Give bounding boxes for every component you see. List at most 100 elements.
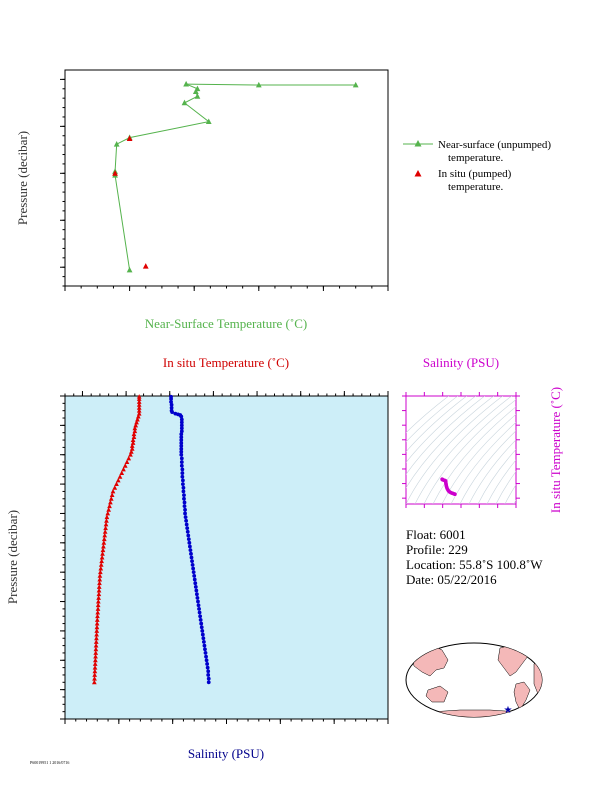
salinity-profile-point [183,511,187,516]
density-contour [504,484,516,504]
temperature-profile-point [93,650,99,655]
temperature-profile-point [115,477,121,483]
temperature-profile-point [93,654,98,659]
legend-label-unpumped-line1: Near-surface (unpumped) [438,139,551,151]
temperature-profile-point [93,639,99,644]
temperature-profile-point [129,443,135,448]
salinity-profile-point [179,460,184,464]
temperature-profile-point [100,547,106,553]
chart2-pressure-ticks [60,395,65,720]
salinity-profile-point [183,515,188,520]
density-contour [406,396,477,463]
temperature-profile-point [96,591,102,597]
density-contour [450,421,516,504]
temperature-profile-point [99,554,105,560]
temperature-profile-point [98,565,104,571]
chart1-plot-area [64,69,389,287]
temperature-profile-point [92,668,98,674]
chart3-density-contours [406,396,516,504]
salinity-profile-point [183,507,187,512]
legend-label-unpumped-line2: temperature. [448,152,504,164]
chart2-temperature-ticks [64,391,389,396]
density-contour [406,396,468,453]
salinity-profile-point [197,610,202,615]
salinity-profile-point [184,522,189,527]
float-id: Float: 6001 [406,527,466,542]
land-australia [425,685,449,703]
salinity-profile-point [201,636,206,641]
unpumped-temperature-point [113,140,120,147]
temperature-profile-point [102,529,108,534]
unpumped-temperature-point [352,81,359,88]
salinity-profile-point [198,617,203,622]
float-location: Location: 55.8˚S 100.8˚W [406,557,543,572]
salinity-profile-point [186,537,191,542]
temperature-profile-point [95,609,101,615]
salinity-profile-point [205,665,210,670]
temperature-profile-point [94,617,100,622]
temperature-profile-point [101,540,107,545]
temperature-profile-point [109,492,115,498]
temperature-profile-point [96,584,102,589]
chart3-x-ticks [405,392,517,508]
salinity-profile-point [184,518,189,523]
salinity-profile-point [180,482,185,486]
salinity-profile-point [170,410,175,415]
salinity-profile-point [199,621,204,626]
salinity-profile-point [169,397,173,401]
salinity-profile-point [202,643,207,648]
footer-id: P60019951 1 2016/0716 [30,760,69,765]
salinity-profile-point [180,467,185,472]
salinity-profile-point [190,559,194,564]
temperature-profile-point [136,399,142,404]
salinity-profile-point [201,640,206,644]
temperature-profile-point [92,661,98,666]
legend-label-pumped-line2: temperature. [448,181,504,193]
temperature-profile-point [131,431,137,437]
density-contour [486,459,516,504]
temperature-profile-point [92,676,97,681]
temperature-profile-point [96,595,101,600]
chart3-y-ticks [402,395,520,499]
temperature-profile-point [122,463,128,468]
salinity-profile-point [188,548,193,553]
temperature-profile-point [121,466,126,472]
legend-marker-pumped [414,170,422,177]
temperature-profile-point [104,518,109,523]
chart2-top-label: In situ Temperature (˚C) [163,355,289,370]
salinity-profile-point [206,673,211,677]
temperature-profile-point [119,470,125,476]
temperature-profile-point [130,440,136,445]
salinity-profile-point [187,540,192,545]
salinity-profile-point [189,555,194,560]
temperature-profile-point [104,514,110,520]
salinity-profile-point [204,654,208,659]
float-info: Float: 6001 Profile: 229 Location: 55.8˚… [406,527,543,587]
salinity-profile-point [182,500,187,505]
temperature-profile-point [100,551,105,556]
salinity-profile-point [192,577,197,582]
temperature-profile-point [126,455,132,461]
temperature-profile-point [94,631,99,637]
temperature-profile-point [133,422,139,428]
pumped-temperature-point [142,263,149,269]
salinity-profile-point [204,658,209,663]
salinity-profile-point [196,599,200,604]
temperature-profile-point [131,434,137,440]
temperature-profile-point [135,413,141,419]
density-contour [414,396,513,504]
world-map: ★ [405,642,543,718]
unpumped-temperature-point [183,80,190,87]
temperature-profile-point [108,496,114,501]
chart3-plot-area [405,395,517,505]
temperature-profile-point [94,628,100,633]
temperature-profile-point [99,558,105,564]
salinity-profile-point [197,606,201,611]
legend-label-pumped-line1: In situ (pumped) [438,168,512,180]
temperature-profile-point [108,499,113,505]
temperature-profile-point [130,437,136,442]
temperature-profile-point [95,606,101,611]
density-contour [513,499,516,504]
density-contour [406,396,459,443]
